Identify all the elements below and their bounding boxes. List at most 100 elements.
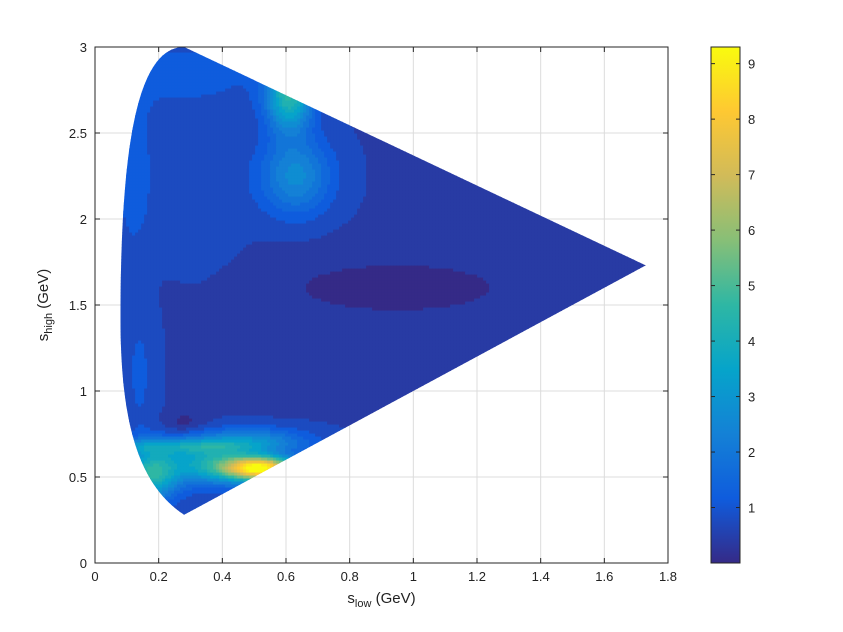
heatmap-cell	[210, 82, 214, 87]
heatmap-cell	[213, 88, 217, 93]
heatmap-cell	[162, 58, 166, 63]
heatmap-cell	[171, 67, 175, 72]
heatmap-cell	[216, 67, 220, 72]
heatmap-cell	[261, 88, 265, 93]
heatmap-cell	[186, 70, 190, 75]
heatmap-cell	[153, 67, 157, 72]
heatmap-cell	[234, 73, 238, 78]
heatmap-cell	[144, 85, 148, 90]
heatmap-cell	[192, 55, 196, 60]
heatmap-cell	[162, 85, 166, 90]
heatmap-cell	[222, 106, 226, 111]
heatmap-cell	[216, 97, 220, 102]
heatmap-cell	[216, 109, 220, 114]
heatmap-cell	[162, 88, 166, 93]
heatmap-cell	[201, 97, 205, 102]
heatmap-cell	[231, 79, 235, 84]
heatmap-cell	[180, 100, 184, 105]
heatmap-cell	[174, 58, 178, 63]
heatmap-cell	[147, 100, 151, 105]
heatmap-cell	[162, 97, 166, 102]
heatmap-cell	[264, 100, 268, 105]
heatmap-cell	[192, 109, 196, 114]
heatmap-cell	[171, 109, 175, 114]
heatmap-cell	[201, 58, 205, 63]
heatmap-cell	[243, 76, 247, 81]
heatmap-cell	[189, 100, 193, 105]
heatmap-cell	[270, 100, 274, 105]
heatmap-cell	[171, 103, 175, 108]
heatmap-cell	[186, 52, 190, 57]
heatmap-cell	[282, 97, 286, 102]
heatmap-cell	[192, 79, 196, 84]
heatmap-cell	[156, 91, 160, 96]
heatmap-cell	[279, 103, 283, 108]
heatmap-cell	[258, 97, 262, 102]
heatmap-cell	[231, 73, 235, 78]
heatmap-cell	[219, 64, 223, 69]
heatmap-cell	[189, 103, 193, 108]
heatmap-cell	[234, 106, 238, 111]
heatmap-cell	[243, 97, 247, 102]
heatmap-cell	[147, 103, 151, 108]
heatmap-cell	[222, 91, 226, 96]
heatmap-cell	[144, 94, 148, 99]
heatmap-cell	[267, 85, 271, 90]
heatmap-cell	[216, 106, 220, 111]
heatmap-cell	[189, 85, 193, 90]
heatmap-cell	[222, 85, 226, 90]
heatmap-cell	[225, 82, 229, 87]
heatmap-cell	[168, 109, 172, 114]
heatmap-cell	[180, 85, 184, 90]
heatmap-cell	[201, 85, 205, 90]
heatmap-cell	[177, 100, 181, 105]
heatmap-cell	[183, 103, 187, 108]
heatmap-cell	[234, 79, 238, 84]
heatmap-cell	[147, 73, 151, 78]
heatmap-cell	[183, 64, 187, 69]
heatmap-cell	[192, 97, 196, 102]
heatmap-cell	[138, 109, 142, 114]
heatmap-cell	[219, 103, 223, 108]
heatmap-cell	[207, 103, 211, 108]
heatmap-cell	[240, 94, 244, 99]
heatmap-cell	[165, 82, 169, 87]
heatmap-cell	[174, 52, 178, 57]
heatmap-cell	[147, 88, 151, 93]
heatmap-cell	[258, 103, 262, 108]
heatmap-cell	[252, 100, 256, 105]
heatmap-cell	[219, 67, 223, 72]
heatmap-cell	[183, 55, 187, 60]
heatmap-cell	[168, 67, 172, 72]
heatmap-cell	[300, 103, 304, 108]
heatmap-cell	[231, 100, 235, 105]
heatmap-cell	[285, 106, 289, 111]
heatmap-cell	[201, 91, 205, 96]
heatmap-cell	[234, 91, 238, 96]
heatmap-cell	[183, 85, 187, 90]
heatmap-cell	[228, 82, 232, 87]
heatmap-cell	[189, 91, 193, 96]
heatmap-cell	[201, 94, 205, 99]
heatmap-cell	[186, 100, 190, 105]
heatmap-cell	[204, 88, 208, 93]
heatmap-cell	[174, 97, 178, 102]
heatmap-cell	[177, 76, 181, 81]
heatmap-cell	[189, 58, 193, 63]
heatmap-cell	[165, 88, 169, 93]
heatmap-cell	[216, 88, 220, 93]
heatmap-cell	[156, 82, 160, 87]
heatmap-cell	[261, 94, 265, 99]
heatmap-cell	[180, 64, 184, 69]
heatmap-cell	[150, 70, 154, 75]
heatmap-cell	[168, 73, 172, 78]
heatmap-cell	[207, 73, 211, 78]
heatmap-cell	[180, 82, 184, 87]
heatmap-cell	[153, 91, 157, 96]
heatmap-cell	[153, 76, 157, 81]
heatmap-cell	[261, 97, 265, 102]
heatmap-cell	[255, 97, 259, 102]
heatmap-cell	[147, 94, 151, 99]
heatmap-cell	[261, 91, 265, 96]
heatmap-cell	[159, 55, 163, 60]
